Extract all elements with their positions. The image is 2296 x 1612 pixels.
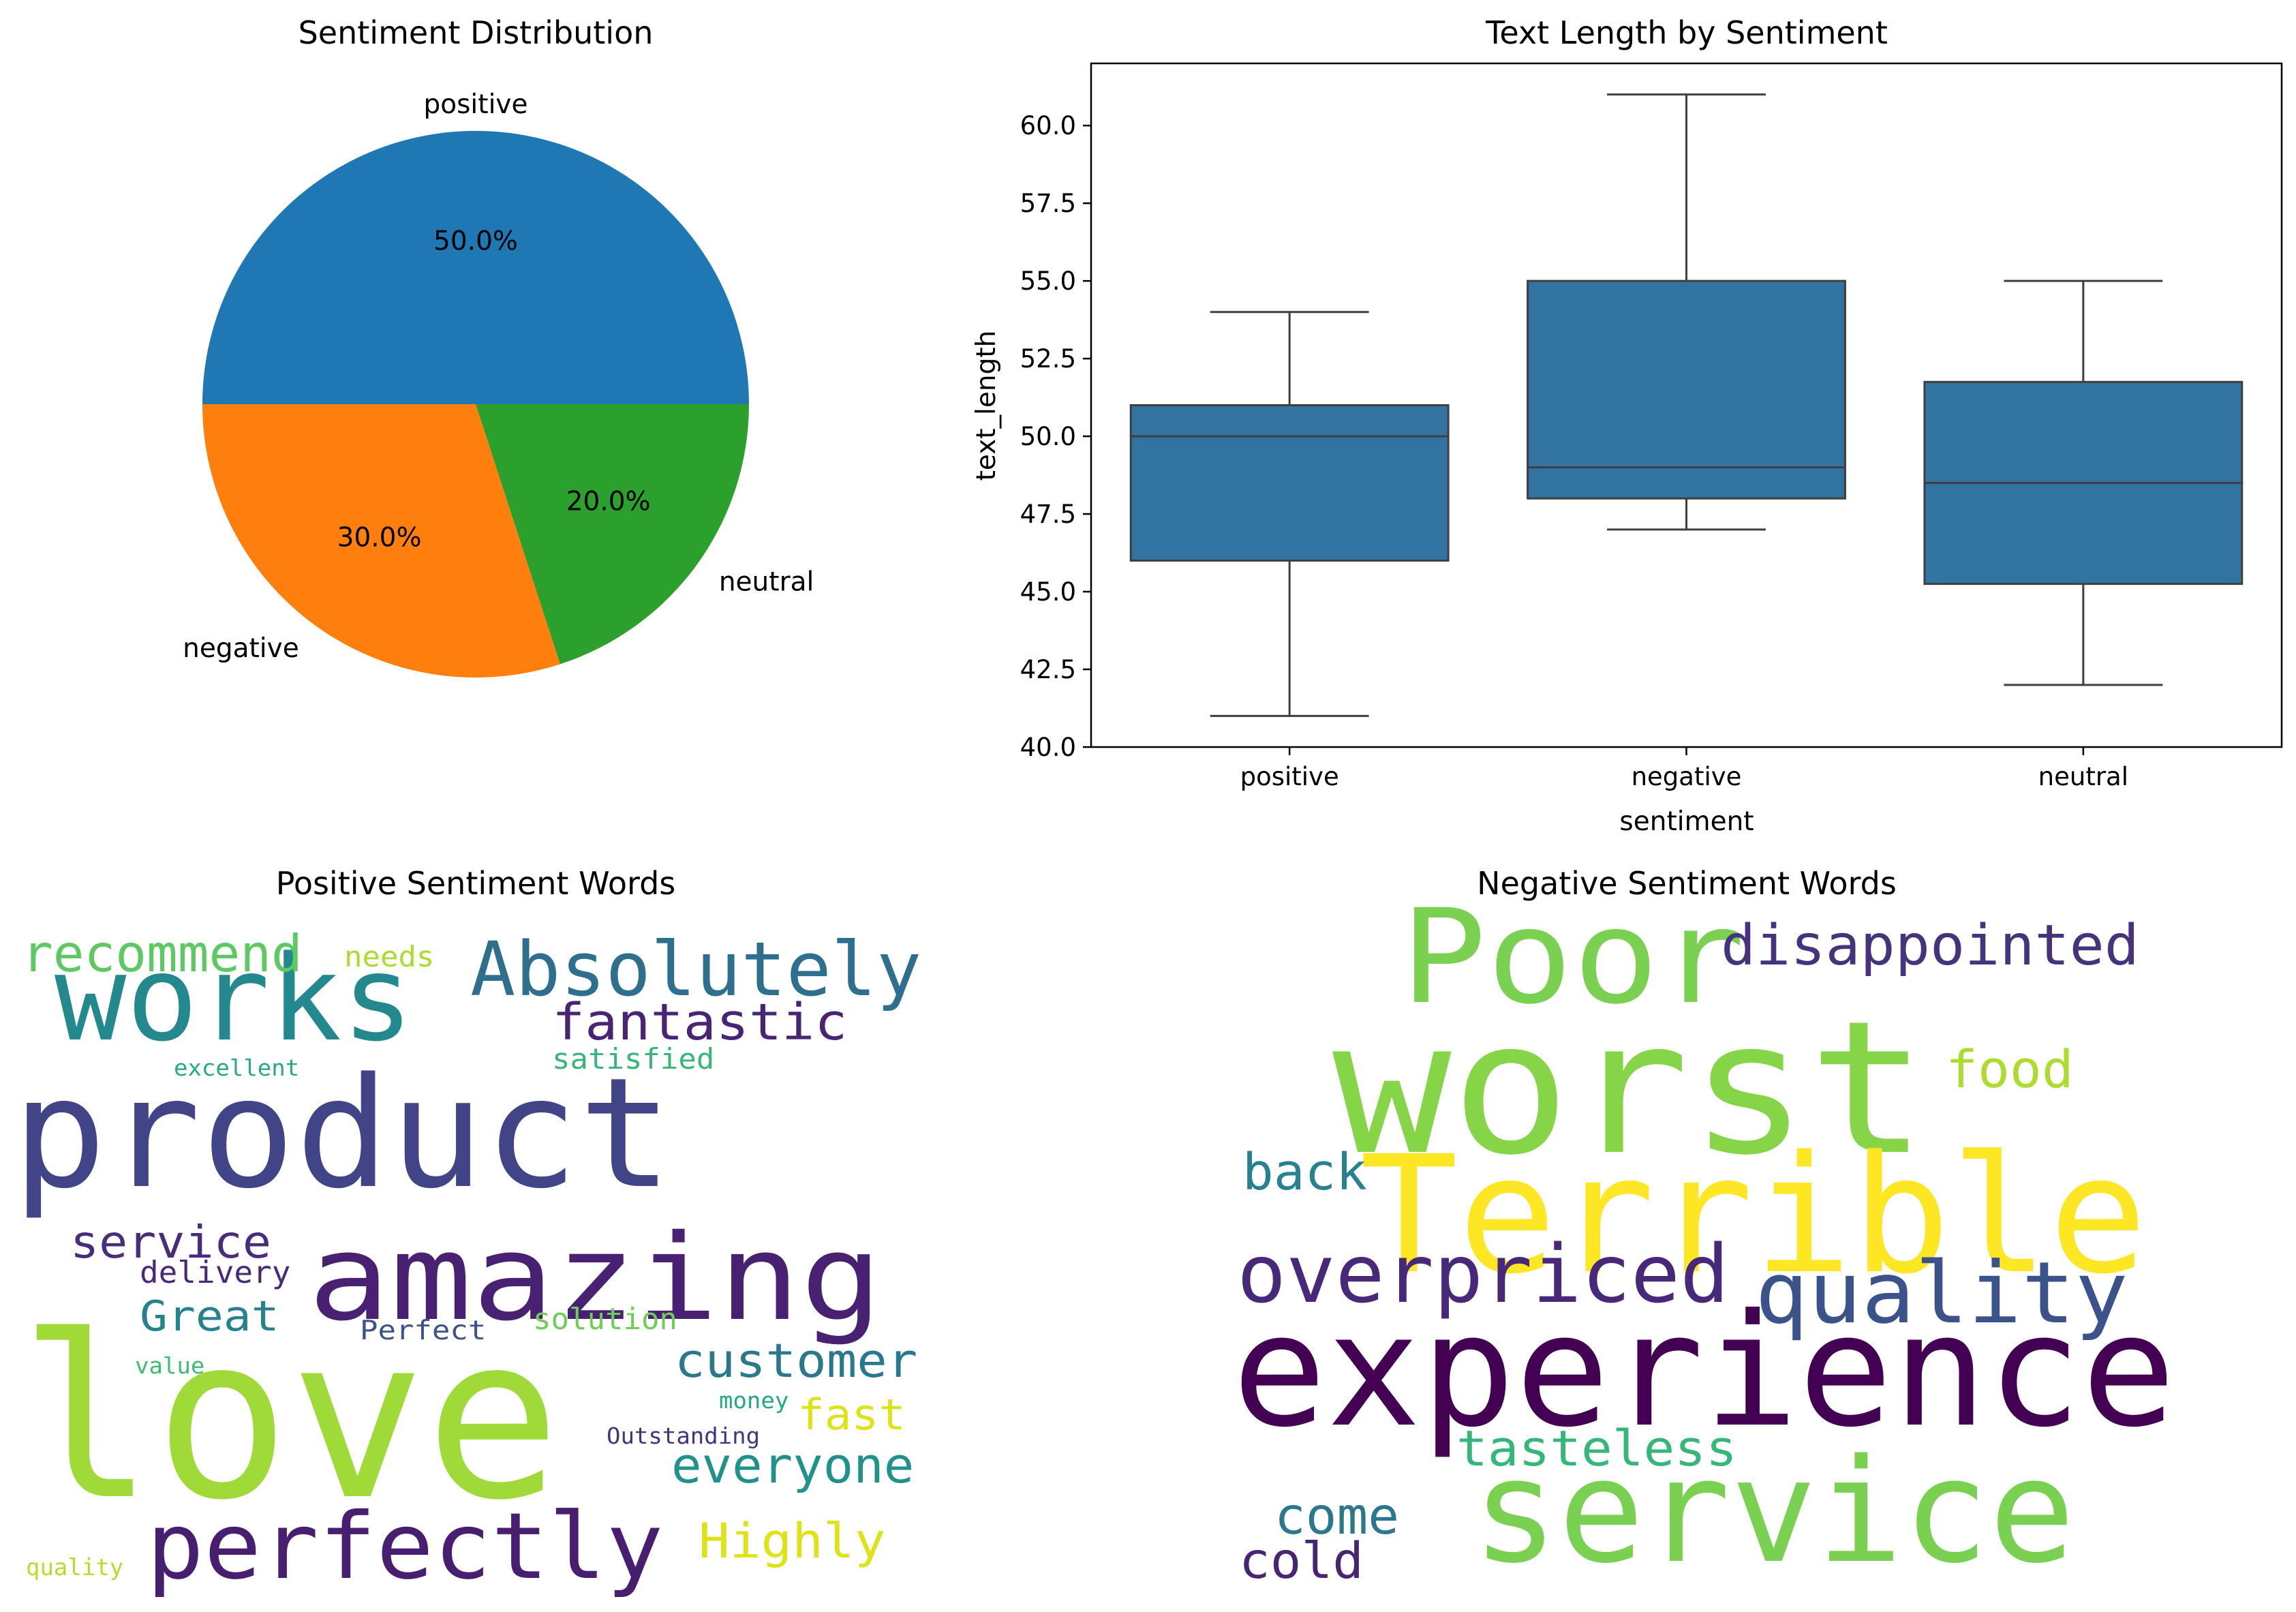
positive-word: money bbox=[719, 1388, 789, 1414]
positive-word: Great bbox=[140, 1292, 279, 1341]
y-tick-label: 50.0 bbox=[1020, 422, 1076, 451]
y-tick-label: 52.5 bbox=[1020, 344, 1076, 374]
y-tick-label: 60.0 bbox=[1020, 111, 1076, 140]
positive-word: needs bbox=[344, 941, 434, 974]
negative-wordcloud: Negative Sentiment Words worstTerribleex… bbox=[1232, 865, 2176, 1595]
pie-slice-label: positive bbox=[424, 89, 528, 120]
pie-slice-positive bbox=[202, 131, 749, 404]
positive-word: fast bbox=[797, 1391, 906, 1440]
positive-word: solution bbox=[533, 1302, 677, 1337]
negative-word: quality bbox=[1755, 1244, 2128, 1343]
box-plot: Text Length by Sentiment 40.0 42.5 45.0 47.… bbox=[971, 14, 2283, 837]
negative-word: Terrible bbox=[1360, 1121, 2147, 1310]
x-tick-label: positive bbox=[1240, 762, 1339, 791]
negative-word: disappointed bbox=[1721, 912, 2139, 977]
y-tick-label: 55.0 bbox=[1020, 267, 1076, 296]
negative-word: worst bbox=[1332, 982, 1927, 1196]
negative-word: experience bbox=[1232, 1281, 2176, 1461]
negative-wordcloud-title: Negative Sentiment Words bbox=[1477, 865, 1897, 902]
pie-slice-label: neutral bbox=[719, 566, 814, 597]
y-tick-label: 42.5 bbox=[1020, 655, 1076, 684]
negative-word: back bbox=[1242, 1143, 1367, 1202]
positive-word: excellent bbox=[174, 1054, 299, 1080]
box-content bbox=[1129, 93, 2244, 717]
negative-word: come bbox=[1274, 1486, 1399, 1546]
pie-pct-label: 20.0% bbox=[566, 486, 651, 517]
pie-slice-negative bbox=[202, 404, 560, 678]
y-tick-label: 40.0 bbox=[1020, 733, 1076, 762]
negative-word: overpriced bbox=[1237, 1228, 1729, 1322]
pie-title: Sentiment Distribution bbox=[299, 14, 654, 51]
x-tick-label: negative bbox=[1632, 762, 1742, 791]
positive-word: recommend bbox=[22, 924, 303, 984]
positive-word: Highly bbox=[699, 1513, 885, 1569]
y-tick-label: 45.0 bbox=[1020, 577, 1076, 607]
box-title: Text Length by Sentiment bbox=[1485, 14, 1888, 51]
positive-word: Absolutely bbox=[470, 926, 921, 1013]
positive-word: Perfect bbox=[360, 1314, 486, 1345]
positive-word: value bbox=[135, 1352, 204, 1379]
positive-word: everyone bbox=[671, 1438, 914, 1495]
y-tick-label: 47.5 bbox=[1020, 500, 1076, 529]
negative-word: food bbox=[1946, 1040, 2074, 1100]
y-tick-label: 57.5 bbox=[1020, 189, 1076, 218]
positive-word: works bbox=[55, 930, 414, 1068]
pie-slice-label: negative bbox=[183, 633, 299, 664]
pie-slice-neutral bbox=[476, 404, 749, 665]
negative-word: Poor bbox=[1400, 882, 1745, 1033]
positive-word: quality bbox=[26, 1554, 123, 1581]
positive-word: delivery bbox=[140, 1255, 291, 1290]
pie-labels: 50.0% positive 30.0% negative 20.0% neutral bbox=[183, 89, 814, 664]
negative-word: service bbox=[1472, 1428, 2075, 1595]
positive-word: customer bbox=[675, 1333, 917, 1388]
positive-word: service bbox=[70, 1217, 271, 1269]
positive-word: product bbox=[12, 1046, 673, 1222]
x-axis: positive negative neutral bbox=[1240, 747, 2128, 791]
y-axis: 40.0 42.5 45.0 47.5 50.0 52.5 55.0 57.5 60.0 bbox=[1020, 111, 1091, 762]
x-tick-label: neutral bbox=[2038, 762, 2128, 791]
positive-word: Outstanding bbox=[607, 1423, 760, 1448]
positive-wordcloud: Positive Sentiment Words love productamaz… bbox=[12, 865, 921, 1600]
positive-word: love bbox=[19, 1288, 561, 1549]
negative-word: tasteless bbox=[1456, 1420, 1737, 1478]
pie-pct-label: 50.0% bbox=[433, 226, 518, 256]
positive-word: perfectly bbox=[147, 1494, 664, 1600]
pie-slices bbox=[202, 131, 749, 678]
box-negative bbox=[1527, 279, 1846, 500]
positive-word: fantastic bbox=[552, 994, 847, 1052]
box-positive bbox=[1129, 404, 1450, 562]
negative-word: cold bbox=[1239, 1532, 1364, 1590]
x-axis-label: sentiment bbox=[1619, 806, 1754, 837]
pie-chart: Sentiment Distribution 50.0% positive 30.0… bbox=[183, 14, 814, 678]
y-axis-label: text_length bbox=[971, 331, 1002, 481]
positive-word: amazing bbox=[308, 1209, 883, 1347]
pie-pct-label: 30.0% bbox=[337, 523, 422, 553]
positive-wordcloud-title: Positive Sentiment Words bbox=[276, 865, 676, 902]
positive-word: satisfied bbox=[552, 1043, 714, 1076]
